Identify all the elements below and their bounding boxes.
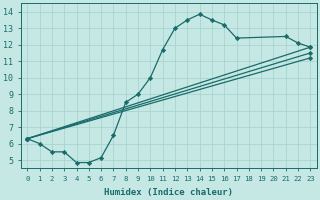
X-axis label: Humidex (Indice chaleur): Humidex (Indice chaleur) bbox=[104, 188, 233, 197]
